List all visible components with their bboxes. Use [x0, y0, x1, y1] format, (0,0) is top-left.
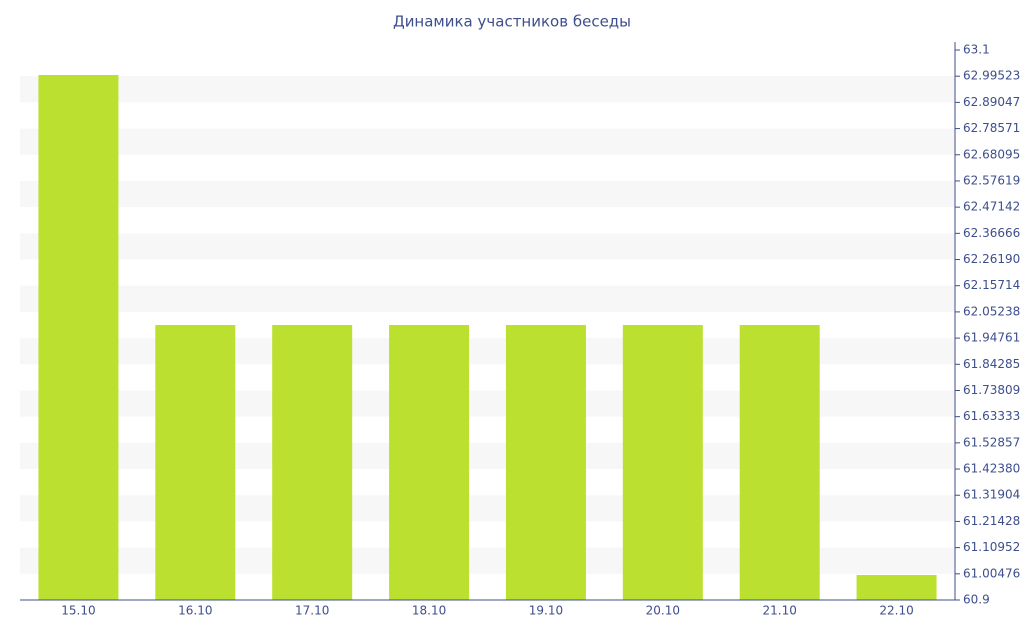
y-tick-label: 62.36666 — [963, 226, 1020, 240]
x-tick-label: 20.10 — [646, 604, 680, 618]
y-tick-label: 62.78571 — [963, 121, 1020, 135]
y-tick-label: 62.15714 — [963, 278, 1020, 292]
bar — [739, 325, 820, 600]
grid-band — [20, 76, 955, 103]
y-tick-label: 61.31904 — [963, 488, 1020, 502]
y-tick-label: 61.63333 — [963, 409, 1020, 423]
x-tick-label: 19.10 — [529, 604, 563, 618]
y-tick-label: 61.52857 — [963, 435, 1020, 449]
grid-band — [20, 233, 955, 260]
bar — [856, 575, 937, 600]
y-tick-label: 60.9 — [963, 593, 990, 607]
x-tick-label: 17.10 — [295, 604, 329, 618]
y-tick-label: 61.42380 — [963, 462, 1020, 476]
bar — [155, 325, 236, 600]
bar — [38, 75, 119, 600]
x-tick-label: 15.10 — [61, 604, 95, 618]
y-tick-label: 62.05238 — [963, 304, 1020, 318]
y-tick-label: 62.89047 — [963, 95, 1020, 109]
y-tick-label: 61.73809 — [963, 383, 1020, 397]
y-tick-label: 61.00476 — [963, 566, 1020, 580]
bar — [622, 325, 703, 600]
y-tick-label: 61.94761 — [963, 331, 1020, 345]
y-tick-label: 61.10952 — [963, 540, 1020, 554]
grid-band — [20, 128, 955, 155]
x-tick-label: 22.10 — [879, 604, 913, 618]
grid-band — [20, 285, 955, 312]
x-tick-label: 21.10 — [763, 604, 797, 618]
chart-title: Динамика участников беседы — [393, 13, 631, 31]
bar — [505, 325, 586, 600]
y-tick-label: 61.21428 — [963, 514, 1020, 528]
y-tick-label: 63.1 — [963, 43, 990, 57]
y-tick-label: 62.26190 — [963, 252, 1020, 266]
x-tick-label: 16.10 — [178, 604, 212, 618]
y-tick-label: 62.47142 — [963, 200, 1020, 214]
y-tick-label: 62.57619 — [963, 173, 1020, 187]
y-tick-label: 62.99523 — [963, 69, 1020, 83]
x-tick-label: 18.10 — [412, 604, 446, 618]
bar — [389, 325, 470, 600]
grid-band — [20, 180, 955, 208]
bar — [272, 325, 353, 600]
y-tick-label: 62.68095 — [963, 147, 1020, 161]
y-tick-label: 61.84285 — [963, 357, 1020, 371]
